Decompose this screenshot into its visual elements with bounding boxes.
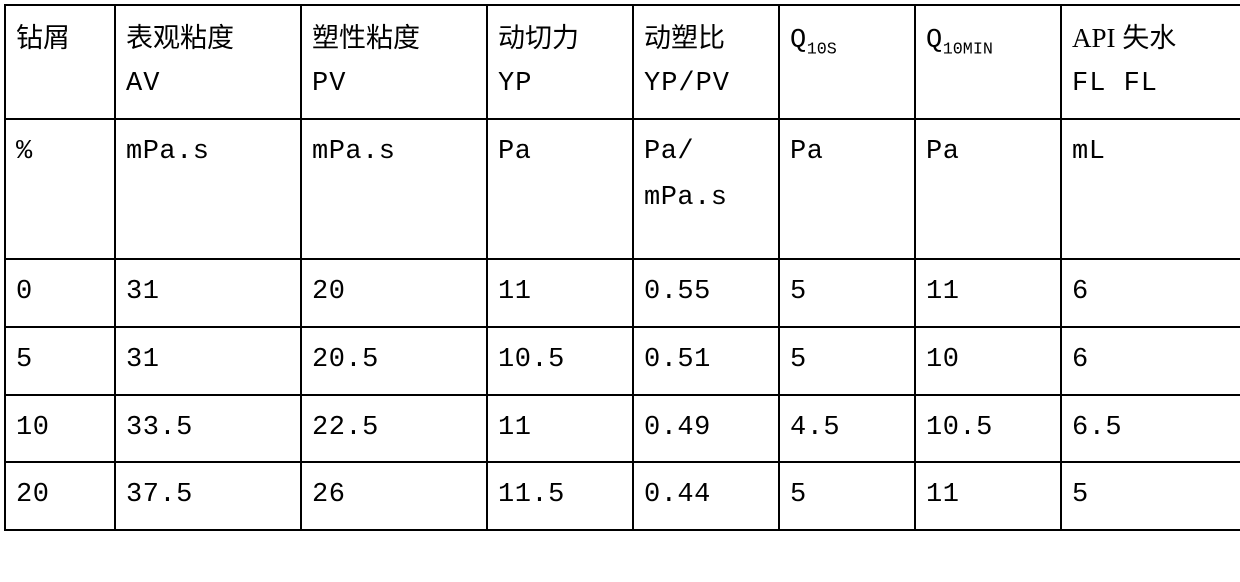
- table-row: 20 37.5 26 11.5 0.44 5 11 5: [5, 462, 1240, 530]
- table-cell: 10: [5, 395, 115, 463]
- header-line1: 动塑比: [644, 16, 770, 62]
- table-cell: 5: [779, 327, 915, 395]
- header-q-label: Q10MIN: [926, 16, 1052, 65]
- table-cell: 6: [1061, 259, 1240, 327]
- header-line2: AV: [126, 62, 292, 108]
- table-cell: 11: [487, 395, 633, 463]
- table-cell: 6: [1061, 327, 1240, 395]
- header-cell-7: API 失水 FL FL: [1061, 5, 1240, 119]
- header-line2: YP/PV: [644, 62, 770, 108]
- header-cell-4: 动塑比 YP/PV: [633, 5, 779, 119]
- header-sub: 10MIN: [943, 40, 993, 59]
- header-line1: 钻屑: [16, 16, 106, 62]
- table-cell: 20: [5, 462, 115, 530]
- header-line1: 塑性粘度: [312, 16, 478, 62]
- header-sub: 10S: [807, 40, 837, 59]
- table-cell: 33.5: [115, 395, 301, 463]
- table-cell: 20: [301, 259, 487, 327]
- table-cell: 11: [915, 462, 1061, 530]
- header-line1: API 失水: [1072, 16, 1236, 62]
- table-cell: 0.44: [633, 462, 779, 530]
- unit-cell: Pa: [915, 119, 1061, 259]
- table-cell: 4.5: [779, 395, 915, 463]
- table-cell: 10.5: [915, 395, 1061, 463]
- header-line2: YP: [498, 62, 624, 108]
- unit-cell: mL: [1061, 119, 1240, 259]
- unit-cell: Pa/mPa.s: [633, 119, 779, 259]
- header-cell-1: 表观粘度 AV: [115, 5, 301, 119]
- table-row: 10 33.5 22.5 11 0.49 4.5 10.5 6.5: [5, 395, 1240, 463]
- header-line1: 表观粘度: [126, 16, 292, 62]
- header-line2: PV: [312, 62, 478, 108]
- table-cell: 5: [779, 462, 915, 530]
- header-cell-0: 钻屑: [5, 5, 115, 119]
- table-cell: 0: [5, 259, 115, 327]
- table-cell: 26: [301, 462, 487, 530]
- table-cell: 6.5: [1061, 395, 1240, 463]
- unit-cell: mPa.s: [301, 119, 487, 259]
- header-q-label: Q10S: [790, 16, 906, 65]
- table-row: 0 31 20 11 0.55 5 11 6: [5, 259, 1240, 327]
- units-row: % mPa.s mPa.s Pa Pa/mPa.s Pa Pa mL: [5, 119, 1240, 259]
- table-cell: 5: [5, 327, 115, 395]
- table-cell: 11.5: [487, 462, 633, 530]
- header-row: 钻屑 表观粘度 AV 塑性粘度 PV 动切力 YP 动塑比 YP/PV Q10S: [5, 5, 1240, 119]
- table-cell: 11: [915, 259, 1061, 327]
- unit-cell: %: [5, 119, 115, 259]
- table-cell: 31: [115, 259, 301, 327]
- table-cell: 37.5: [115, 462, 301, 530]
- table-cell: 5: [779, 259, 915, 327]
- table-row: 5 31 20.5 10.5 0.51 5 10 6: [5, 327, 1240, 395]
- table-cell: 22.5: [301, 395, 487, 463]
- table-cell: 0.49: [633, 395, 779, 463]
- table-cell: 31: [115, 327, 301, 395]
- table-cell: 20.5: [301, 327, 487, 395]
- table-cell: 0.51: [633, 327, 779, 395]
- data-table: 钻屑 表观粘度 AV 塑性粘度 PV 动切力 YP 动塑比 YP/PV Q10S: [4, 4, 1240, 531]
- table-cell: 5: [1061, 462, 1240, 530]
- table-cell: 0.55: [633, 259, 779, 327]
- header-cell-3: 动切力 YP: [487, 5, 633, 119]
- unit-cell: Pa: [779, 119, 915, 259]
- unit-cell: Pa: [487, 119, 633, 259]
- header-cell-5: Q10S: [779, 5, 915, 119]
- table-cell: 10.5: [487, 327, 633, 395]
- header-line1: 动切力: [498, 16, 624, 62]
- header-cell-2: 塑性粘度 PV: [301, 5, 487, 119]
- unit-cell: mPa.s: [115, 119, 301, 259]
- table-cell: 11: [487, 259, 633, 327]
- header-line2: FL FL: [1072, 62, 1236, 108]
- header-cell-6: Q10MIN: [915, 5, 1061, 119]
- table-cell: 10: [915, 327, 1061, 395]
